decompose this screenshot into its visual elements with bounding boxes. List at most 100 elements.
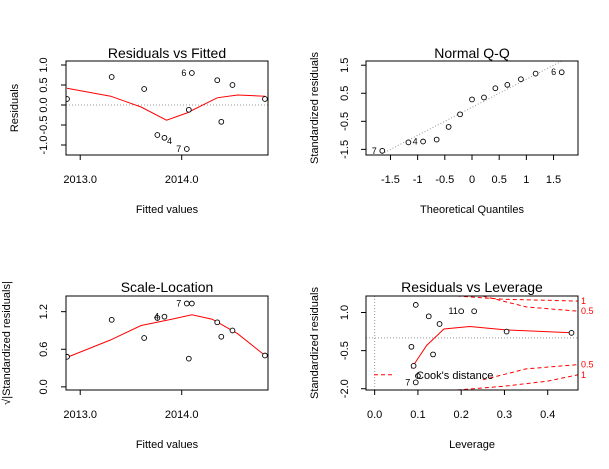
y-tick-label: 0.0 [38, 97, 50, 112]
data-point [214, 319, 221, 326]
x-axis-label: Leverage [449, 439, 495, 451]
point-label: 4 [154, 312, 159, 322]
x-tick-label: 2014.0 [165, 174, 199, 186]
data-point [445, 124, 452, 130]
panel-2: Normal Q-Q Theoretical Quantiles Standardi… [309, 45, 579, 216]
x-tick-label: -1 [413, 174, 423, 186]
data-point [481, 94, 487, 101]
panel-4: Residuals vs Leverage Leverage Standardize… [309, 279, 594, 451]
qq-reference-line [378, 61, 563, 155]
y-tick-label: -0.5 [339, 341, 351, 360]
data-point [504, 82, 511, 88]
point-label: 4 [413, 137, 418, 147]
data-point [183, 146, 190, 152]
data-point [108, 316, 115, 323]
data-point [425, 313, 432, 320]
cooks-distance-contour [482, 364, 578, 381]
x-tick-label: 1 [523, 174, 529, 186]
y-tick-label: -2.0 [339, 379, 351, 398]
data-point [430, 351, 436, 358]
data-point [218, 118, 225, 125]
y-tick-label: 0.0 [38, 379, 50, 394]
data-point [405, 139, 412, 146]
x-axis-label: Fitted values [136, 439, 199, 451]
plot-title: Residuals vs Fitted [108, 45, 226, 61]
legend-label: Cook's distance [416, 370, 493, 382]
lowess-smooth-line [410, 325, 572, 369]
data-point [408, 343, 415, 350]
data-point [218, 333, 225, 340]
cooks-distance-contour [456, 296, 578, 302]
data-point [185, 106, 192, 113]
panel-1: Residuals vs Fitted Fitted values Residual… [9, 45, 269, 216]
y-tick-label: -1.0 [38, 136, 50, 155]
cooks-distance-contour [482, 296, 578, 312]
data-point [262, 96, 268, 102]
panel-3: Scale-Location Fitted values √|Standardize… [1, 279, 269, 451]
data-point [457, 111, 463, 118]
plot-title: Normal Q-Q [434, 45, 510, 61]
point-label: 6 [551, 67, 556, 77]
data-point [412, 302, 419, 308]
plot-title: Scale-Location [121, 279, 214, 295]
plot-title: Residuals vs Leverage [401, 279, 543, 295]
y-tick-label: -0.5 [38, 116, 50, 135]
x-tick-label: -0.5 [435, 174, 454, 186]
point-label: 4 [167, 136, 172, 146]
data-point [469, 96, 475, 103]
data-point [183, 300, 190, 307]
data-point [503, 328, 510, 335]
x-tick-label: 0.5 [492, 174, 507, 186]
x-tick-label: 0.1 [410, 409, 425, 421]
panel-inner [66, 70, 268, 152]
x-tick-label: 0.2 [454, 409, 469, 421]
data-point [161, 134, 168, 141]
x-tick-label: 0.3 [497, 409, 512, 421]
data-point [558, 69, 565, 76]
x-tick-label: 0.0 [367, 409, 382, 421]
panel-inner [66, 300, 268, 362]
y-tick-label: 0.5 [38, 77, 50, 92]
data-point [568, 329, 575, 336]
cooks-distance-contour [456, 374, 578, 390]
point-label: 7 [405, 377, 410, 387]
cooks-contour-label: 1 [581, 370, 586, 380]
y-tick-label: -1.5 [339, 140, 351, 159]
x-tick-label: 2013.0 [63, 174, 97, 186]
lowess-smooth-line [66, 87, 266, 121]
point-label: 7 [372, 146, 377, 156]
data-point [141, 335, 148, 341]
data-point [189, 300, 195, 307]
data-point [412, 379, 419, 386]
point-label: 7 [176, 299, 181, 309]
x-axis-label: Fitted values [136, 204, 199, 216]
data-point [471, 308, 478, 315]
y-tick-label: 1.0 [38, 57, 50, 72]
x-tick-label: 2014.0 [165, 409, 199, 421]
y-axis-label: Standardized residuals [309, 287, 321, 399]
data-point [214, 77, 221, 84]
y-axis-label: √|Standardized residuals| [1, 281, 13, 405]
plot-frame [365, 295, 579, 391]
data-point [154, 132, 161, 138]
y-tick-label: 1.5 [339, 58, 351, 73]
x-tick-label: -1.5 [381, 174, 400, 186]
data-point [379, 147, 386, 154]
x-axis-label: Theoretical Quantiles [420, 204, 524, 216]
plot-frame [65, 60, 269, 156]
point-label: 6 [181, 68, 186, 78]
data-point [518, 76, 524, 83]
data-point [185, 355, 192, 362]
data-point [458, 308, 465, 315]
plot-frame [65, 295, 269, 391]
data-point [229, 82, 236, 88]
data-point [161, 313, 168, 320]
data-point [436, 321, 443, 327]
plot-frame [365, 60, 579, 156]
data-point [420, 138, 426, 145]
data-point [410, 363, 417, 369]
cooks-contour-label: 0.5 [581, 306, 594, 316]
data-point [492, 85, 499, 92]
data-point [433, 136, 440, 143]
